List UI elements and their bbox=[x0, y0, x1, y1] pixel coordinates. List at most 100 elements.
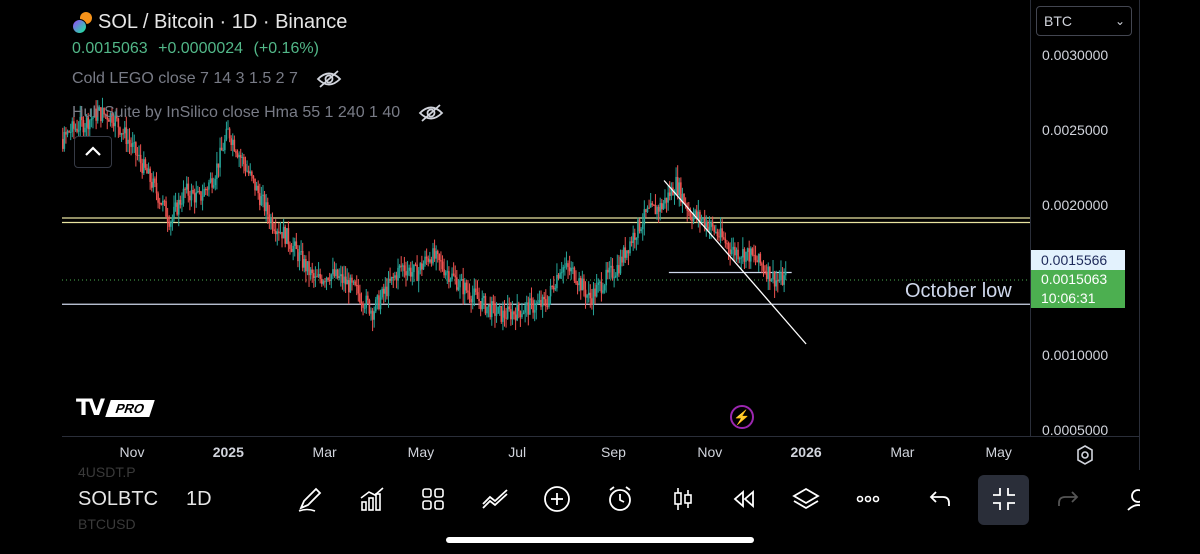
candle-body bbox=[189, 195, 191, 201]
candle-body bbox=[130, 143, 132, 147]
candle-body bbox=[95, 108, 97, 121]
candle-body bbox=[208, 182, 210, 190]
candle-body bbox=[490, 301, 493, 318]
candle-body bbox=[142, 159, 145, 174]
candle-body bbox=[184, 188, 186, 190]
candle-body bbox=[559, 272, 561, 279]
candle-body bbox=[591, 298, 593, 305]
candle-body bbox=[462, 278, 464, 295]
toolbar-symbol[interactable]: SOLBTC bbox=[78, 488, 159, 510]
candle-body bbox=[87, 117, 89, 130]
candle-body bbox=[783, 275, 785, 285]
account-icon[interactable] bbox=[1124, 484, 1140, 514]
candle-body bbox=[529, 298, 531, 315]
candle-body bbox=[128, 139, 131, 144]
time-axis[interactable] bbox=[62, 436, 1139, 471]
candle-body bbox=[115, 115, 118, 119]
redo-icon[interactable] bbox=[1052, 484, 1082, 514]
candle-body bbox=[537, 302, 539, 304]
candle-body bbox=[495, 313, 498, 316]
hidden-eye-icon[interactable] bbox=[316, 69, 342, 89]
candle-body bbox=[138, 154, 140, 156]
candle-body bbox=[761, 263, 763, 266]
replay-icon[interactable] bbox=[729, 484, 759, 514]
candle-body bbox=[503, 310, 506, 318]
candle-body bbox=[320, 278, 323, 284]
candle-body bbox=[170, 223, 172, 227]
candle-body bbox=[433, 248, 436, 259]
undo-icon[interactable] bbox=[926, 484, 956, 514]
currency-select[interactable]: BTC ⌄ bbox=[1036, 6, 1132, 36]
price-chart-svg[interactable] bbox=[62, 0, 1030, 436]
candle-body bbox=[336, 269, 339, 279]
chart-settings-gear-icon[interactable] bbox=[1074, 444, 1096, 466]
candle-body bbox=[324, 281, 326, 283]
candle-body bbox=[726, 243, 728, 245]
candle-body bbox=[122, 133, 124, 135]
indicator-row-hull-suite[interactable]: Hull Suite by InSilico close Hma 55 1 24… bbox=[72, 96, 572, 130]
candle-body bbox=[438, 254, 441, 261]
chart-pane[interactable] bbox=[62, 0, 1031, 436]
candle-body bbox=[429, 259, 431, 262]
candle-body bbox=[564, 266, 566, 268]
pen-icon[interactable] bbox=[295, 484, 325, 514]
candle-body bbox=[608, 267, 611, 273]
collapse-icon[interactable] bbox=[989, 484, 1019, 514]
candle-body bbox=[77, 130, 80, 132]
candle-body bbox=[668, 192, 671, 196]
candle-body bbox=[635, 237, 638, 240]
candle-body bbox=[195, 192, 198, 203]
legend-title-row[interactable]: SOL / Bitcoin · 1D · Binance bbox=[72, 8, 572, 36]
candle-body bbox=[557, 274, 560, 279]
layers-icon[interactable] bbox=[791, 484, 821, 514]
more-icon[interactable] bbox=[853, 484, 883, 514]
candle-body bbox=[562, 267, 565, 273]
toolbar-interval[interactable]: 1D bbox=[186, 488, 212, 510]
candle-body bbox=[109, 113, 112, 122]
add-icon[interactable] bbox=[542, 484, 572, 514]
candle-body bbox=[570, 267, 573, 272]
candle-body bbox=[203, 189, 205, 197]
candle-body bbox=[101, 107, 104, 122]
indicator-row-cold-lego[interactable]: Cold LEGO close 7 14 3 1.5 2 7 bbox=[72, 62, 572, 96]
legend-change-pct: (+0.16%) bbox=[253, 40, 319, 57]
candle-body bbox=[765, 271, 768, 279]
candle-body bbox=[621, 256, 623, 263]
price-tick-label: 0.0025000 bbox=[1042, 122, 1109, 138]
candle-body bbox=[298, 252, 301, 262]
templates-icon[interactable] bbox=[418, 484, 448, 514]
candle-body bbox=[543, 296, 546, 300]
legend-collapse-button[interactable] bbox=[74, 136, 112, 168]
candle-body bbox=[395, 275, 398, 281]
candle-body bbox=[131, 143, 134, 147]
candle-body bbox=[600, 281, 603, 293]
candle-body bbox=[475, 288, 477, 293]
indicators-icon[interactable] bbox=[357, 484, 387, 514]
candle-body bbox=[141, 163, 144, 174]
candle-body bbox=[100, 107, 102, 122]
alert-icon[interactable] bbox=[605, 484, 635, 514]
candle-body bbox=[192, 189, 194, 194]
chart-right-border bbox=[1139, 0, 1140, 470]
candle-body bbox=[274, 230, 277, 235]
candle-body bbox=[489, 304, 491, 318]
candle-body bbox=[136, 154, 139, 156]
candle-body bbox=[554, 288, 557, 290]
candle-body bbox=[351, 277, 353, 283]
candle-body bbox=[127, 139, 129, 144]
flash-icon[interactable]: ⚡ bbox=[730, 405, 754, 429]
candle-body bbox=[587, 292, 590, 296]
candle-body bbox=[670, 187, 673, 196]
candle-body bbox=[649, 203, 652, 208]
candle-body bbox=[231, 139, 234, 145]
candle-body bbox=[260, 196, 263, 206]
compare-icon[interactable] bbox=[480, 484, 510, 514]
bars-style-icon[interactable] bbox=[668, 484, 698, 514]
candle-body bbox=[517, 303, 520, 312]
candle-body bbox=[632, 232, 634, 243]
candle-body bbox=[341, 274, 344, 283]
hidden-eye-icon[interactable] bbox=[418, 103, 444, 123]
price-scale[interactable]: 0.0030000 0.0025000 0.0020000 0.0010000 0.00… bbox=[1031, 0, 1139, 438]
candle-body bbox=[379, 297, 382, 310]
